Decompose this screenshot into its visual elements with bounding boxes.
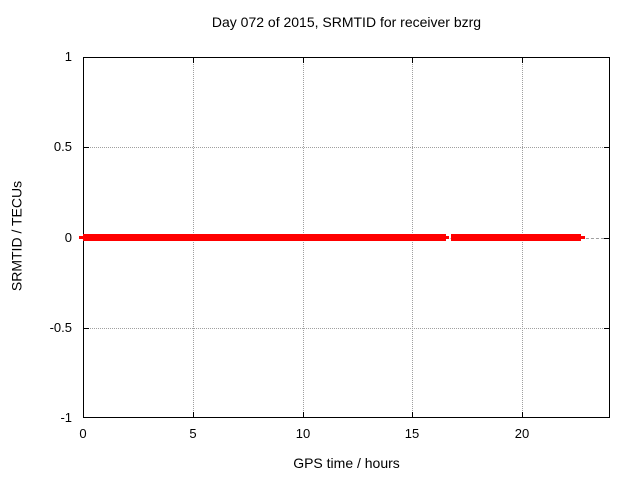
series-line-thin: [446, 236, 449, 239]
x-tick-label: 10: [295, 426, 311, 441]
y-gridline: [84, 147, 609, 148]
x-tick-label: 0: [79, 426, 87, 441]
y-tick-label: 0: [64, 230, 72, 245]
x-tick-bottom: [303, 412, 304, 417]
x-tick-bottom: [522, 412, 523, 417]
y-axis-label: SRMTID / TECUs: [8, 180, 25, 292]
series-segment: [451, 234, 581, 241]
x-tick-top: [193, 58, 194, 63]
y-tick-left: [84, 147, 89, 148]
y-tick-label: -0.5: [49, 320, 72, 335]
x-tick-label: 5: [189, 426, 197, 441]
x-tick-top: [522, 58, 523, 63]
x-tick-label: 15: [404, 426, 420, 441]
chart-title: Day 072 of 2015, SRMTID for receiver bzr…: [211, 14, 482, 30]
y-tick-label: 0.5: [53, 139, 72, 154]
x-tick-top: [412, 58, 413, 63]
series-line-thin: [78, 236, 86, 239]
y-tick-right: [604, 328, 609, 329]
y-tick-right: [604, 147, 609, 148]
x-tick-bottom: [412, 412, 413, 417]
y-tick-left: [84, 328, 89, 329]
y-gridline: [84, 328, 609, 329]
x-tick-label: 20: [514, 426, 530, 441]
y-tick-label: 1: [64, 49, 72, 64]
x-axis-label: GPS time / hours: [293, 455, 400, 471]
series-line-thin: [581, 236, 585, 239]
y-tick-label: -1: [60, 410, 72, 425]
y-tick-right: [604, 238, 609, 239]
series-segment: [83, 234, 447, 241]
x-tick-top: [303, 58, 304, 63]
x-tick-bottom: [193, 412, 194, 417]
